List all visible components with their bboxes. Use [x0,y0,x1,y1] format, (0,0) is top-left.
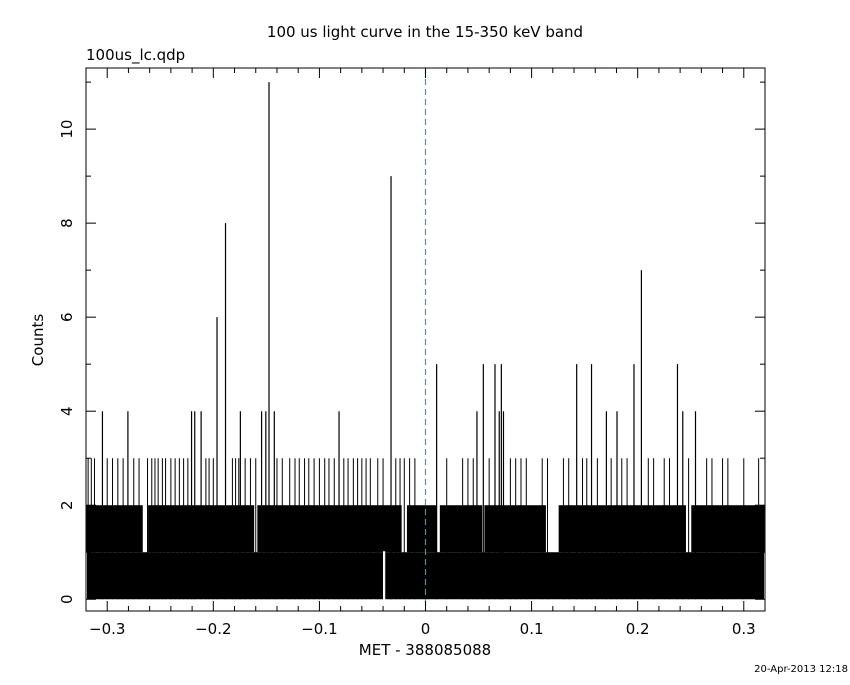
bar-range-count-2 [439,505,483,553]
y-tick-label: 6 [58,312,76,322]
chart-title: 100 us light curve in the 15-350 keV ban… [267,23,583,41]
bar-range-count-2 [484,505,546,553]
x-tick-label: 0 [421,620,431,638]
axis-ticks: −0.3 −0.2 −0.1 0 0.1 0.2 0.3 0 2 4 6 8 10 [58,68,766,638]
x-tick-label: 0.2 [626,620,650,638]
y-tick-label: 0 [58,594,76,604]
y-axis-label: Counts [29,314,47,367]
y-tick-label: 4 [58,406,76,416]
y-tick-label: 2 [58,500,76,510]
x-tick-label: 0.1 [520,620,544,638]
y-tick-label: 8 [58,218,76,228]
x-tick-label: −0.1 [301,620,337,638]
timestamp: 20-Apr-2013 12:18 [754,664,848,675]
y-tick-label: 10 [58,120,76,139]
data-bars [86,82,765,601]
bar-range-count-2 [257,505,402,553]
x-tick-label: 0.3 [732,620,756,638]
x-axis-label: MET - 388085088 [359,641,491,659]
bar-range-count-2 [406,505,437,553]
chart-subtitle: 100us_lc.qdp [86,46,185,65]
x-tick-label: −0.2 [195,620,231,638]
x-tick-label: −0.3 [89,620,125,638]
bar-range-count-2 [558,505,686,553]
